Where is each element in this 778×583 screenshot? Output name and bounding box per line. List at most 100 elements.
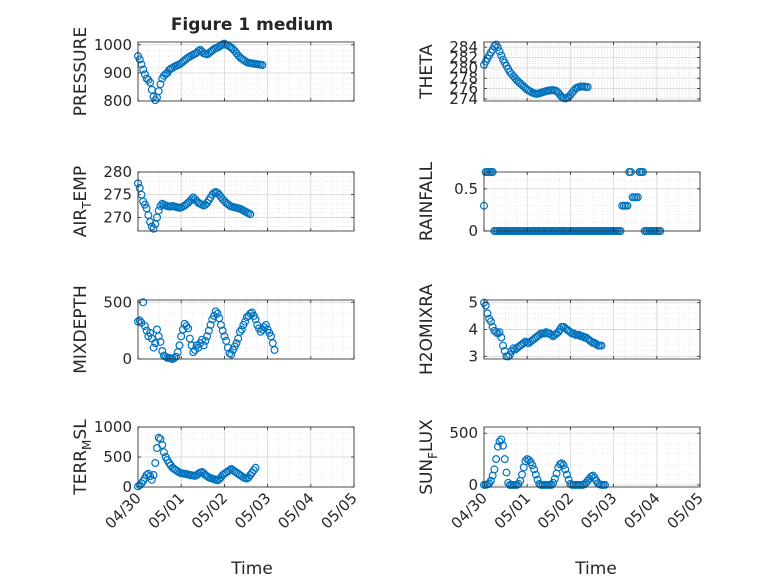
plot-area [138, 300, 354, 359]
data-point [270, 345, 279, 354]
data-point [213, 309, 222, 318]
data-point [623, 201, 632, 210]
data-point [499, 341, 508, 350]
data-point [497, 333, 506, 342]
axes-box [483, 171, 701, 232]
y-tick-label: 500 [103, 293, 132, 311]
y-axis-label: H2OMIXRA [417, 284, 437, 375]
data-point [159, 448, 168, 457]
data-point [549, 478, 558, 487]
data-point [201, 336, 210, 345]
data-point [140, 322, 149, 331]
data-point [218, 326, 227, 335]
data-point [158, 441, 167, 450]
y-tick-label: 3 [468, 347, 478, 365]
axes-box [137, 41, 355, 102]
data-point [509, 344, 518, 353]
figure-title: Figure 1 medium [171, 15, 333, 35]
data-point [521, 457, 530, 466]
data-point [587, 472, 596, 481]
data-point [144, 469, 153, 478]
data-point [561, 465, 570, 474]
data-point [237, 325, 246, 334]
y-axis-label: SUNFLUX [417, 419, 440, 495]
y-tick-label: 0 [122, 478, 132, 496]
data-point [495, 328, 504, 337]
data-point [241, 317, 250, 326]
data-point [518, 470, 527, 479]
axes-box [137, 171, 355, 232]
data-point [161, 352, 170, 361]
data-point [592, 340, 601, 349]
y-tick-label: 1000 [94, 418, 132, 436]
data-point [146, 328, 155, 337]
data-point [490, 465, 499, 474]
y-tick-label: 0 [468, 476, 478, 494]
y-tick-label: 900 [103, 64, 132, 82]
data-point [156, 80, 165, 89]
y-axis-label: THETA [417, 44, 437, 100]
data-point [149, 343, 158, 352]
data-point [227, 350, 236, 359]
y-tick-label: 500 [449, 424, 478, 442]
y-tick-label: 282 [449, 49, 478, 67]
axes-box [137, 299, 355, 360]
data-point [583, 83, 592, 92]
panel-3: 270 275 280 AIRTEMP [71, 163, 355, 237]
data-point [492, 455, 501, 464]
data-point [194, 46, 203, 55]
data-point [486, 476, 495, 485]
x-axis-label-left: Time [230, 559, 273, 579]
data-point [502, 468, 511, 477]
data-point [220, 332, 229, 341]
data-point [175, 341, 184, 350]
y-tick-label: 0 [468, 222, 478, 240]
data-point [530, 465, 539, 474]
y-tick-label: 284 [449, 38, 478, 56]
data-point [158, 347, 167, 356]
data-point [203, 332, 212, 341]
data-point [505, 350, 514, 359]
data-point [559, 461, 568, 470]
y-tick-label: 500 [103, 448, 132, 466]
data-point [172, 352, 181, 361]
data-point [206, 320, 215, 329]
data-point [500, 455, 509, 464]
data-point [493, 43, 502, 52]
y-tick-label: 274 [449, 90, 478, 108]
data-point [249, 466, 258, 475]
data-point [499, 441, 508, 450]
panel-5: 0 500 MIXDEPTH [71, 285, 355, 374]
data-point [184, 324, 193, 333]
data-point [258, 61, 267, 70]
data-point [149, 471, 158, 480]
data-point [490, 42, 499, 51]
y-tick-label: 0 [122, 350, 132, 368]
data-point [235, 327, 244, 336]
plot-area [484, 172, 700, 231]
data-point [146, 78, 155, 87]
panel-6: 3 4 5 H2OMIXRA [417, 284, 701, 375]
y-tick-label: 5 [468, 294, 478, 312]
data-point [170, 353, 179, 362]
data-point [495, 47, 504, 56]
data-point [139, 65, 148, 74]
data-point [204, 326, 213, 335]
y-tick-label: 280 [103, 163, 132, 181]
data-point [232, 339, 241, 348]
y-tick-label: 1000 [94, 36, 132, 54]
data-point [486, 317, 495, 326]
x-axis-label-right: Time [574, 559, 617, 579]
data-point [154, 206, 163, 215]
data-point [182, 322, 191, 331]
data-point [156, 337, 165, 346]
data-point [151, 459, 160, 468]
data-point [211, 307, 220, 316]
data-point [187, 195, 196, 204]
data-point [251, 463, 260, 472]
data-point [562, 470, 571, 479]
data-point [535, 330, 544, 339]
